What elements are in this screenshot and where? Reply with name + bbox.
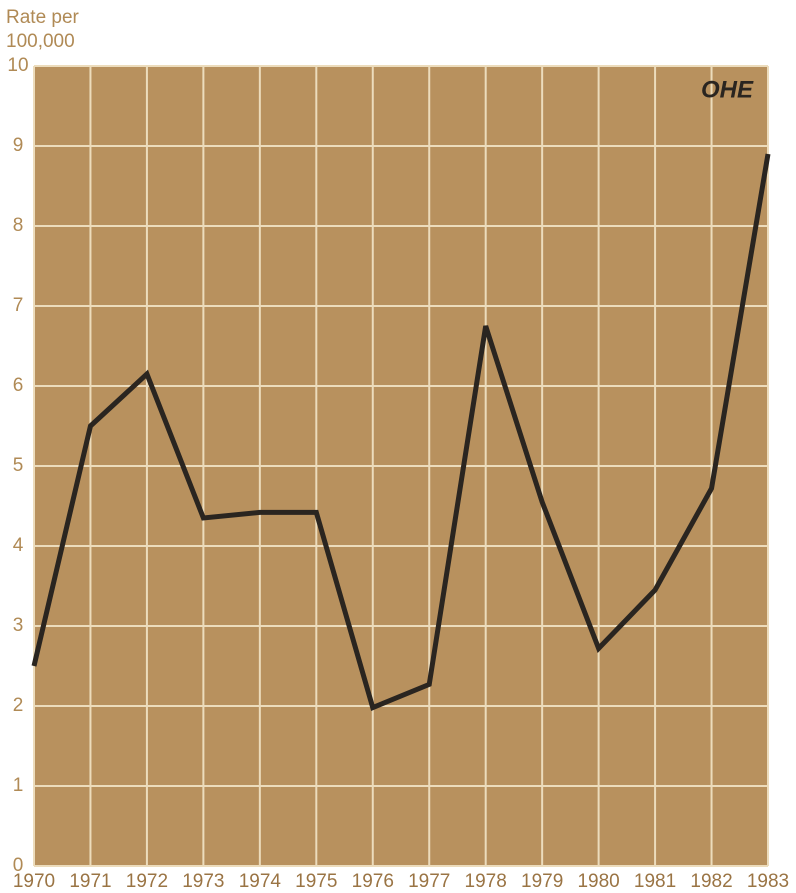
y-tick-label: 3 [13, 615, 24, 636]
x-tick-label: 1981 [634, 871, 676, 892]
x-tick-label: 1970 [13, 871, 55, 892]
y-tick-label: 9 [13, 135, 24, 156]
x-tick-label: 1982 [690, 871, 732, 892]
y-tick-label: 0 [13, 855, 24, 876]
y-tick-label: 4 [13, 535, 24, 556]
x-tick-label: 1974 [239, 871, 282, 892]
data-line [31, 153, 771, 711]
x-tick-label: 1971 [69, 871, 111, 892]
x-tick-label: 1983 [747, 871, 789, 892]
y-tick-label: 8 [13, 215, 24, 236]
x-tick-label: 1978 [465, 871, 507, 892]
x-tick-label: 1979 [521, 871, 563, 892]
x-tick-label: 1976 [352, 871, 394, 892]
y-tick-label: 1 [13, 775, 24, 796]
x-tick-label: 1977 [408, 871, 450, 892]
x-tick-label: 1973 [182, 871, 224, 892]
y-axis-label: Rate per 100,000 [6, 7, 79, 52]
y-tick-label: 6 [13, 375, 24, 396]
x-tick-label: 1980 [577, 871, 619, 892]
x-tick-label: 1972 [126, 871, 168, 892]
y-tick-label: 2 [13, 695, 24, 716]
y-tick-label: 10 [7, 55, 28, 76]
y-tick-label: 7 [13, 295, 24, 316]
y-tick-label: 5 [13, 455, 24, 476]
x-tick-label: 1975 [295, 871, 337, 892]
logo: OHE [701, 76, 754, 103]
